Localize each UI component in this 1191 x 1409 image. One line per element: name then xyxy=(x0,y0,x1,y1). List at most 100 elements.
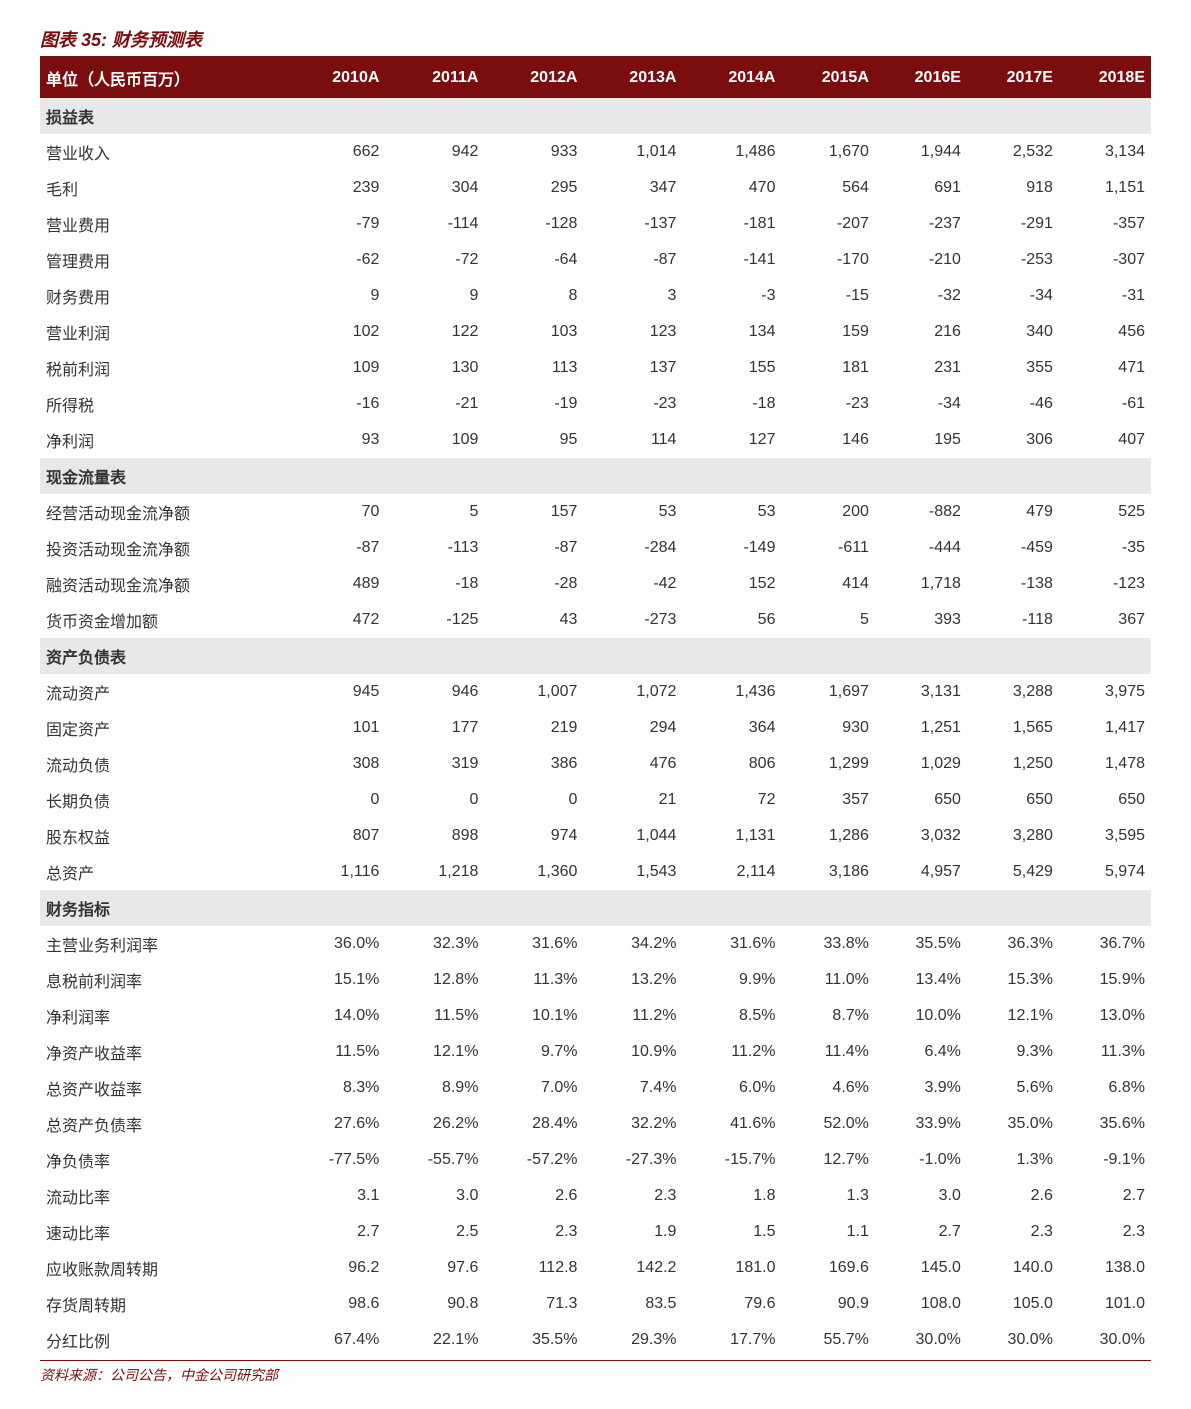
row-value: -9.1% xyxy=(1059,1142,1151,1178)
row-value: 138.0 xyxy=(1059,1250,1151,1286)
row-value: 15.9% xyxy=(1059,962,1151,998)
row-value: 11.4% xyxy=(781,1034,874,1070)
table-row: 固定资产1011772192943649301,2511,5651,417 xyxy=(40,710,1151,746)
row-value: 134 xyxy=(682,314,781,350)
table-row: 总资产收益率8.3%8.9%7.0%7.4%6.0%4.6%3.9%5.6%6.… xyxy=(40,1070,1151,1106)
row-value: 340 xyxy=(967,314,1059,350)
row-value: -77.5% xyxy=(286,1142,385,1178)
section-label: 财务指标 xyxy=(40,890,1151,926)
table-row: 管理费用-62-72-64-87-141-170-210-253-307 xyxy=(40,242,1151,278)
table-row: 总资产1,1161,2181,3601,5432,1143,1864,9575,… xyxy=(40,854,1151,890)
table-row: 长期负债0002172357650650650 xyxy=(40,782,1151,818)
section-label: 损益表 xyxy=(40,98,1151,134)
row-label: 营业利润 xyxy=(40,314,286,350)
row-value: 6.8% xyxy=(1059,1070,1151,1106)
row-value: -87 xyxy=(484,530,583,566)
row-value: 32.3% xyxy=(385,926,484,962)
row-value: 1,044 xyxy=(583,818,682,854)
table-row: 毛利2393042953474705646919181,151 xyxy=(40,170,1151,206)
row-value: 35.5% xyxy=(484,1322,583,1358)
section-row: 资产负债表 xyxy=(40,638,1151,674)
row-value: 112.8 xyxy=(484,1250,583,1286)
row-value: 67.4% xyxy=(286,1322,385,1358)
row-value: 32.2% xyxy=(583,1106,682,1142)
row-value: -31 xyxy=(1059,278,1151,314)
row-value: 1,944 xyxy=(875,134,967,170)
row-value: 41.6% xyxy=(682,1106,781,1142)
row-value: 489 xyxy=(286,566,385,602)
header-year: 2018E xyxy=(1059,58,1151,98)
row-label: 融资活动现金流净额 xyxy=(40,566,286,602)
row-value: 662 xyxy=(286,134,385,170)
row-value: -113 xyxy=(385,530,484,566)
row-value: 1,072 xyxy=(583,674,682,710)
row-value: 1,670 xyxy=(781,134,874,170)
table-row: 净利润9310995114127146195306407 xyxy=(40,422,1151,458)
row-value: -128 xyxy=(484,206,583,242)
row-value: 364 xyxy=(682,710,781,746)
row-value: -19 xyxy=(484,386,583,422)
row-value: 90.9 xyxy=(781,1286,874,1322)
table-row: 存货周转期98.690.871.383.579.690.9108.0105.01… xyxy=(40,1286,1151,1322)
header-year: 2013A xyxy=(583,58,682,98)
row-value: 1,250 xyxy=(967,746,1059,782)
row-value: 33.8% xyxy=(781,926,874,962)
row-value: 56 xyxy=(682,602,781,638)
row-label: 货币资金增加额 xyxy=(40,602,286,638)
row-value: 945 xyxy=(286,674,385,710)
row-value: 476 xyxy=(583,746,682,782)
row-value: 386 xyxy=(484,746,583,782)
row-label: 股东权益 xyxy=(40,818,286,854)
row-value: 10.9% xyxy=(583,1034,682,1070)
row-value: 2.6 xyxy=(484,1178,583,1214)
row-value: 0 xyxy=(286,782,385,818)
table-row: 息税前利润率15.1%12.8%11.3%13.2%9.9%11.0%13.4%… xyxy=(40,962,1151,998)
table-row: 所得税-16-21-19-23-18-23-34-46-61 xyxy=(40,386,1151,422)
row-value: -882 xyxy=(875,494,967,530)
row-value: 1,007 xyxy=(484,674,583,710)
row-value: 2.3 xyxy=(484,1214,583,1250)
row-value: 3,032 xyxy=(875,818,967,854)
row-value: 11.0% xyxy=(781,962,874,998)
row-value: 6.4% xyxy=(875,1034,967,1070)
row-value: 109 xyxy=(286,350,385,386)
table-row: 税前利润109130113137155181231355471 xyxy=(40,350,1151,386)
row-value: 2.7 xyxy=(875,1214,967,1250)
row-value: 13.0% xyxy=(1059,998,1151,1034)
row-value: 105.0 xyxy=(967,1286,1059,1322)
row-value: 1.1 xyxy=(781,1214,874,1250)
table-row: 流动比率3.13.02.62.31.81.33.02.62.7 xyxy=(40,1178,1151,1214)
row-value: 898 xyxy=(385,818,484,854)
table-row: 应收账款周转期96.297.6112.8142.2181.0169.6145.0… xyxy=(40,1250,1151,1286)
section-row: 现金流量表 xyxy=(40,458,1151,494)
row-value: 930 xyxy=(781,710,874,746)
row-label: 净利润 xyxy=(40,422,286,458)
row-value: 43 xyxy=(484,602,583,638)
row-value: -34 xyxy=(967,278,1059,314)
row-label: 分红比例 xyxy=(40,1322,286,1358)
row-value: 5,429 xyxy=(967,854,1059,890)
row-value: 3.1 xyxy=(286,1178,385,1214)
row-value: 5 xyxy=(781,602,874,638)
row-value: 13.4% xyxy=(875,962,967,998)
row-label: 总资产负债率 xyxy=(40,1106,286,1142)
row-value: 355 xyxy=(967,350,1059,386)
row-label: 经营活动现金流净额 xyxy=(40,494,286,530)
row-value: 11.5% xyxy=(385,998,484,1034)
row-value: -18 xyxy=(682,386,781,422)
row-value: 8.7% xyxy=(781,998,874,1034)
row-value: -237 xyxy=(875,206,967,242)
row-value: 159 xyxy=(781,314,874,350)
row-value: 1,718 xyxy=(875,566,967,602)
row-value: 974 xyxy=(484,818,583,854)
row-value: -35 xyxy=(1059,530,1151,566)
row-label: 应收账款周转期 xyxy=(40,1250,286,1286)
row-value: -55.7% xyxy=(385,1142,484,1178)
row-label: 流动负债 xyxy=(40,746,286,782)
row-value: -207 xyxy=(781,206,874,242)
row-value: 157 xyxy=(484,494,583,530)
row-value: 101.0 xyxy=(1059,1286,1151,1322)
table-row: 财务费用9983-3-15-32-34-31 xyxy=(40,278,1151,314)
row-value: -253 xyxy=(967,242,1059,278)
row-value: 9.3% xyxy=(967,1034,1059,1070)
